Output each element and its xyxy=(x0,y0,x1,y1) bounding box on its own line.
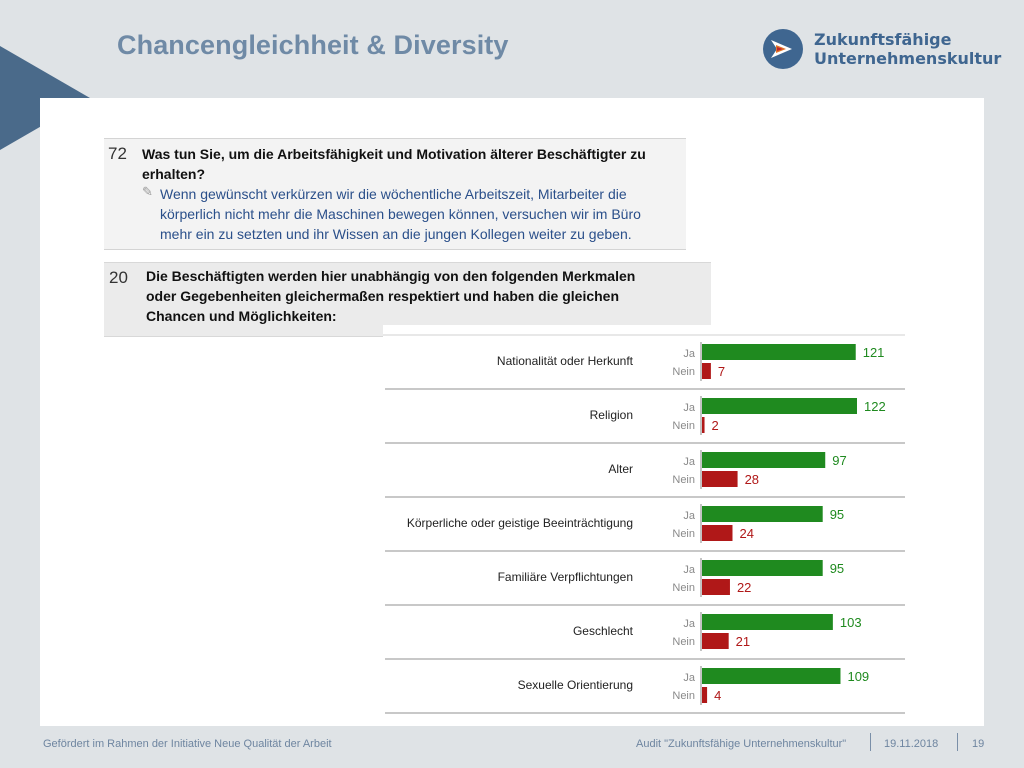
series-label-ja: Ja xyxy=(683,564,696,576)
bar-nein xyxy=(702,525,733,541)
footer-page-number: 19 xyxy=(972,738,985,750)
answer-line1: Wenn gewünscht verkürzen wir die wöchent… xyxy=(160,186,627,202)
category-label: Geschlecht xyxy=(573,624,634,638)
question-72-text: Was tun Sie, um die Arbeitsfähigkeit und… xyxy=(142,144,646,184)
series-label-ja: Ja xyxy=(683,348,696,360)
series-label-nein: Nein xyxy=(672,528,695,540)
series-label-nein: Nein xyxy=(672,420,695,432)
answer-line2: körperlich nicht mehr die Maschinen bewe… xyxy=(160,206,641,222)
logo-text: Zukunftsfähige Unternehmenskultur xyxy=(814,30,1001,68)
data-label-nein: 2 xyxy=(712,418,719,433)
pencil-icon: ✎ xyxy=(142,184,153,199)
footer-separator xyxy=(957,733,958,751)
logo-line1: Zukunftsfähige xyxy=(814,30,952,49)
bar-nein xyxy=(702,579,730,595)
bar-nein xyxy=(702,363,711,379)
answer-line3: mehr ein zu setzten und ihr Wissen an di… xyxy=(160,226,632,242)
data-label-nein: 4 xyxy=(714,688,721,703)
footer-funding-note: Gefördert im Rahmen der Initiative Neue … xyxy=(43,738,332,750)
bar-nein xyxy=(702,687,708,703)
data-label-nein: 24 xyxy=(739,526,753,541)
data-label-ja: 109 xyxy=(847,669,869,684)
series-label-nein: Nein xyxy=(672,636,695,648)
bar-ja xyxy=(702,614,833,630)
series-label-ja: Ja xyxy=(683,510,696,522)
data-label-nein: 22 xyxy=(737,580,751,595)
category-label: Sexuelle Orientierung xyxy=(518,678,633,692)
footer-separator xyxy=(870,733,871,751)
data-label-ja: 121 xyxy=(863,345,885,360)
data-label-nein: 28 xyxy=(745,472,759,487)
bar-chart: Nationalität oder Herkunft Ja Nein 121 7 Reli… xyxy=(383,334,905,714)
bar-ja xyxy=(702,344,856,360)
category-label: Alter xyxy=(608,462,633,476)
footer-audit: Audit "Zukunftsfähige Unternehmenskultur… xyxy=(636,738,847,750)
logo-line2: Unternehmenskultur xyxy=(814,49,1002,68)
question-20-line2: oder Gegebenheiten gleichermaßen respekt… xyxy=(146,288,620,304)
question-72-line1: Was tun Sie, um die Arbeitsfähigkeit und… xyxy=(142,146,646,162)
data-label-nein: 7 xyxy=(718,364,725,379)
chart-area: Nationalität oder Herkunft Ja Nein 121 7 Reli… xyxy=(383,325,911,715)
category-label: Nationalität oder Herkunft xyxy=(497,354,634,368)
bar-ja xyxy=(702,560,823,576)
logo-icon xyxy=(763,29,803,69)
category-label: Körperliche oder geistige Beeinträchtigu… xyxy=(407,516,633,530)
series-label-ja: Ja xyxy=(683,618,696,630)
bar-nein xyxy=(702,471,738,487)
data-label-ja: 95 xyxy=(830,561,844,576)
series-label-nein: Nein xyxy=(672,582,695,594)
footer-date: 19.11.2018 xyxy=(884,738,939,750)
series-label-ja: Ja xyxy=(683,402,696,414)
category-label: Familiäre Verpflichtungen xyxy=(498,570,633,584)
series-label-ja: Ja xyxy=(683,456,696,468)
question-20-text: Die Beschäftigten werden hier unabhängig… xyxy=(146,266,635,326)
series-label-nein: Nein xyxy=(672,474,695,486)
data-label-ja: 122 xyxy=(864,399,886,414)
question-20-box xyxy=(104,262,711,337)
series-label-nein: Nein xyxy=(672,690,695,702)
data-label-nein: 21 xyxy=(736,634,750,649)
series-label-nein: Nein xyxy=(672,366,695,378)
question-72-line2: erhalten? xyxy=(142,166,206,182)
series-label-ja: Ja xyxy=(683,672,696,684)
bar-ja xyxy=(702,452,826,468)
category-label: Religion xyxy=(590,408,633,422)
question-72-answer: Wenn gewünscht verkürzen wir die wöchent… xyxy=(160,184,680,244)
question-72-number: 72 xyxy=(108,144,127,163)
bar-nein xyxy=(702,633,729,649)
data-label-ja: 103 xyxy=(840,615,862,630)
question-20-number: 20 xyxy=(109,268,128,287)
page-title: Chancengleichheit & Diversity xyxy=(117,30,509,60)
question-20-line3: Chancen und Möglichkeiten: xyxy=(146,308,337,324)
logo: Zukunftsfähige Unternehmenskultur xyxy=(760,28,1001,72)
data-label-ja: 97 xyxy=(832,453,846,468)
bar-ja xyxy=(702,668,841,684)
data-label-ja: 95 xyxy=(830,507,844,522)
bar-nein xyxy=(702,417,705,433)
bar-ja xyxy=(702,398,857,414)
bar-ja xyxy=(702,506,823,522)
question-72-box xyxy=(104,138,686,250)
question-20-line1: Die Beschäftigten werden hier unabhängig… xyxy=(146,268,636,284)
